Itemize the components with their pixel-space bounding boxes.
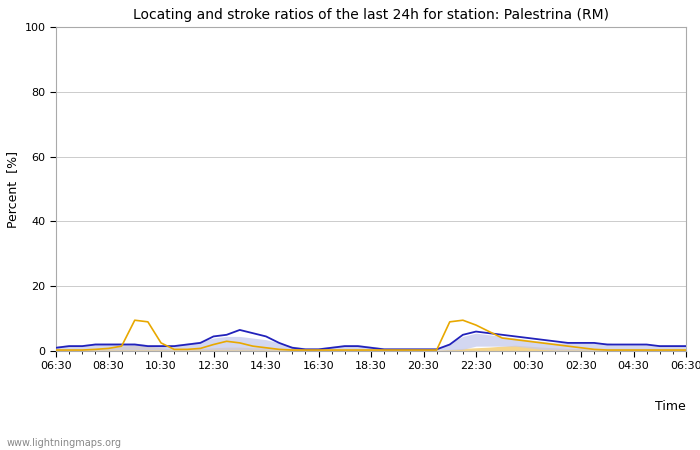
Text: Time: Time (655, 400, 686, 413)
Text: www.lightningmaps.org: www.lightningmaps.org (7, 438, 122, 448)
Y-axis label: Percent  [%]: Percent [%] (6, 150, 19, 228)
Title: Locating and stroke ratios of the last 24h for station: Palestrina (RM): Locating and stroke ratios of the last 2… (133, 8, 609, 22)
